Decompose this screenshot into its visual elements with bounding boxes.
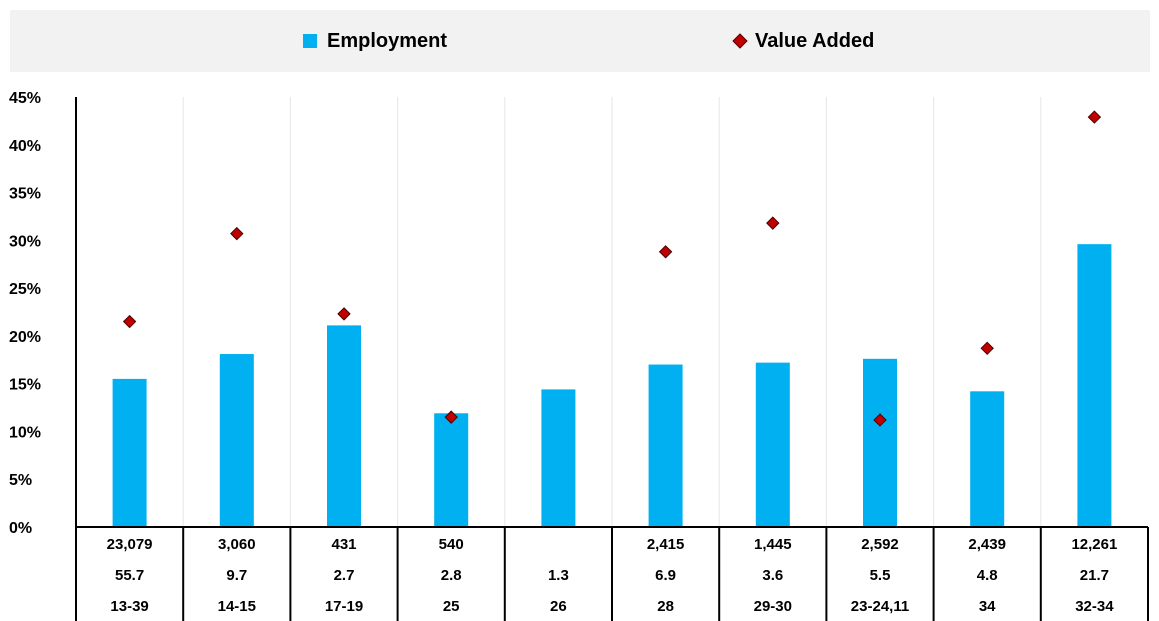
bar-employment-28: [648, 364, 683, 527]
bar-employment-23-24,11: [863, 358, 897, 527]
marker-value-added-32-34: [1087, 110, 1102, 124]
y-tick-label: 15%: [9, 377, 41, 394]
bar-employment-29-30: [755, 362, 790, 527]
legend-value-added-diamond: [732, 33, 748, 49]
legend-employment-swatch: [303, 34, 317, 48]
table-cell: 2,592: [861, 536, 899, 553]
bar-employment-13-39: [112, 378, 147, 527]
table-cell: 3.6: [762, 567, 783, 584]
marker-value-added-29-30: [766, 216, 780, 230]
marker-value-added-28: [658, 245, 673, 259]
bar-employment-17-19: [327, 325, 361, 527]
table-cell: 5.5: [870, 567, 891, 584]
table-cell: 34: [979, 598, 996, 615]
legend-employment-label: Employment: [327, 30, 447, 52]
table-cell: 55.7: [115, 567, 144, 584]
table-cell: 540: [439, 536, 464, 553]
marker-value-added-23-24,11: [873, 413, 887, 427]
bar-employment-26: [541, 389, 576, 527]
y-tick-label: 0%: [9, 520, 32, 537]
bars: [112, 244, 1112, 527]
table-cell: 9.7: [226, 567, 247, 584]
marker-value-added-13-39: [122, 314, 137, 329]
table-cell: 29-30: [754, 598, 792, 615]
y-tick-label: 40%: [9, 138, 41, 155]
marker-value-added-17-19: [337, 307, 351, 321]
gridlines: [182, 97, 1042, 527]
table-cell: 2.8: [441, 567, 462, 584]
markers: [122, 110, 1102, 427]
legend: Employment Value Added: [303, 30, 874, 52]
y-tick-label: 5%: [9, 472, 32, 489]
table-cell: 14-15: [218, 598, 256, 615]
bar-employment-14-15: [219, 354, 254, 527]
marker-value-added-25: [444, 410, 458, 424]
table-cell: 23-24,11: [851, 598, 909, 615]
table-cell: 2,439: [968, 536, 1006, 553]
bar-employment-32-34: [1077, 244, 1112, 527]
data-table: 23,079 3,060 431 540 2,415 1,445 2,592 2,439 12,…: [75, 526, 1149, 621]
y-tick-label: 45%: [9, 90, 41, 107]
y-tick-label: 20%: [9, 329, 41, 346]
y-tick-label: 35%: [9, 186, 41, 203]
legend-box: [10, 10, 1150, 72]
bar-employment-25: [434, 413, 469, 527]
table-cell: 25: [443, 598, 460, 615]
bar-employment-34: [970, 391, 1005, 527]
marker-value-added-14-15: [230, 226, 244, 241]
table-cell: 28: [657, 598, 674, 615]
table-cell: 13-39: [110, 598, 148, 615]
table-cell: 26: [550, 598, 567, 615]
table-cell: 6.9: [655, 567, 676, 584]
marker-value-added-34: [980, 341, 994, 356]
table-cell: 21.7: [1080, 567, 1109, 584]
table-cell: 2.7: [334, 567, 355, 584]
table-cell: 431: [331, 536, 356, 553]
table-cell: 1.3: [548, 567, 569, 584]
table-cell: 1,445: [754, 536, 792, 553]
table-cell: 17-19: [325, 598, 363, 615]
table-cell: 12,261: [1071, 536, 1117, 553]
table-cell: 4.8: [977, 567, 998, 584]
y-tick-labels: 0% 5% 10% 15% 20% 25% 30% 35% 40% 45%: [9, 90, 41, 537]
legend-value-added-label: Value Added: [755, 30, 874, 52]
table-cell: 2,415: [647, 536, 685, 553]
table-cell: 3,060: [218, 536, 256, 553]
table-cell: 23,079: [107, 536, 153, 553]
table-cell: 32-34: [1075, 598, 1114, 615]
y-tick-label: 30%: [9, 233, 41, 250]
y-tick-label: 25%: [9, 281, 41, 298]
y-tick-label: 10%: [9, 424, 41, 441]
